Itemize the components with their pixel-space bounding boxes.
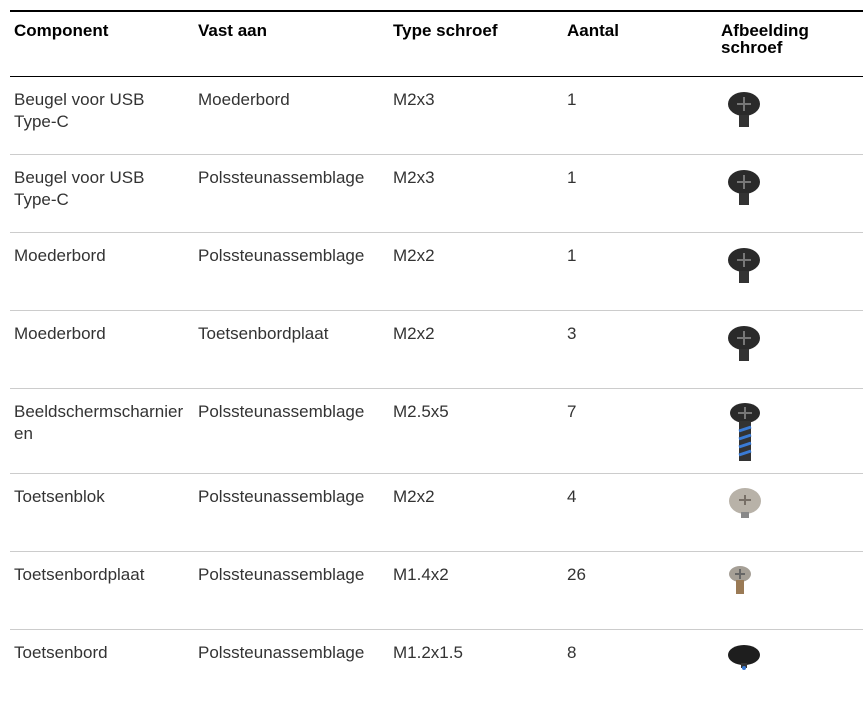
table-cell: M1.2x1.5 xyxy=(389,630,563,707)
table-cell: 1 xyxy=(563,233,717,311)
header-cell: Aantal xyxy=(563,11,717,77)
table-cell: Polssteunassemblage xyxy=(194,552,389,630)
table-cell: Beeldschermscharnieren xyxy=(10,389,194,474)
table-cell: Beugel voor USB Type-C xyxy=(10,155,194,233)
screw-icon xyxy=(721,642,859,678)
table-cell: M2.5x5 xyxy=(389,389,563,474)
table-cell: Toetsenbord xyxy=(10,630,194,707)
table-cell: M2x3 xyxy=(389,155,563,233)
screw-icon xyxy=(721,245,859,291)
screw-image-cell xyxy=(717,389,863,474)
table-cell: 1 xyxy=(563,155,717,233)
table-cell: 4 xyxy=(563,474,717,552)
screw-image-cell xyxy=(717,630,863,707)
screw-image-cell xyxy=(717,233,863,311)
table-cell: 8 xyxy=(563,630,717,707)
header-cell: Afbeelding schroef xyxy=(717,11,863,77)
screw-icon xyxy=(721,486,859,526)
screw-image-cell xyxy=(717,155,863,233)
header-cell: Vast aan xyxy=(194,11,389,77)
table-cell: M2x3 xyxy=(389,77,563,155)
table-cell: Moederbord xyxy=(194,77,389,155)
table-cell: Toetsenblok xyxy=(10,474,194,552)
screw-image-cell xyxy=(717,474,863,552)
table-cell: Moederbord xyxy=(10,233,194,311)
table-cell: Moederbord xyxy=(10,311,194,389)
table-cell: 3 xyxy=(563,311,717,389)
table-cell: 1 xyxy=(563,77,717,155)
table-cell: Polssteunassemblage xyxy=(194,389,389,474)
table-cell: M2x2 xyxy=(389,311,563,389)
table-cell: Beugel voor USB Type-C xyxy=(10,77,194,155)
screw-icon xyxy=(721,323,859,369)
table-cell: 7 xyxy=(563,389,717,474)
screw-image-cell xyxy=(717,552,863,630)
screw-icon xyxy=(721,401,859,473)
screw-icon xyxy=(721,564,859,604)
table-cell: Polssteunassemblage xyxy=(194,233,389,311)
screw-image-cell xyxy=(717,77,863,155)
table-cell: M2x2 xyxy=(389,474,563,552)
table-cell: Toetsenbordplaat xyxy=(194,311,389,389)
screw-icon xyxy=(721,167,859,213)
table-cell: Polssteunassemblage xyxy=(194,155,389,233)
screw-icon xyxy=(721,89,859,135)
header-cell: Component xyxy=(10,11,194,77)
table-cell: Polssteunassemblage xyxy=(194,474,389,552)
screw-image-cell xyxy=(717,311,863,389)
table-cell: M1.4x2 xyxy=(389,552,563,630)
table-cell: Polssteunassemblage xyxy=(194,630,389,707)
table-cell: 26 xyxy=(563,552,717,630)
table-cell: Toetsenbordplaat xyxy=(10,552,194,630)
header-cell: Type schroef xyxy=(389,11,563,77)
table-cell: M2x2 xyxy=(389,233,563,311)
